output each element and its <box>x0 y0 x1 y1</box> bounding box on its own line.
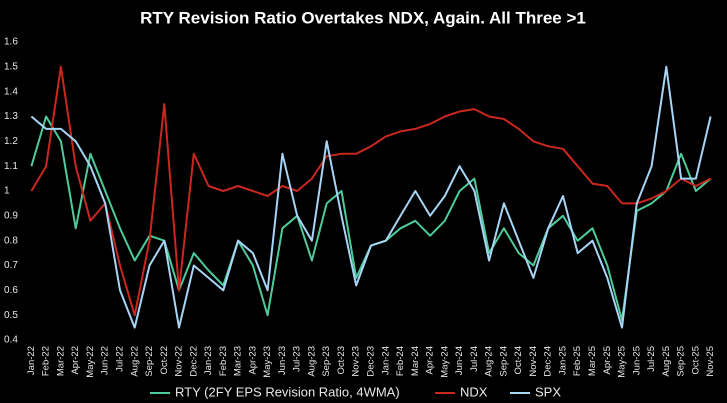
x-tick-label: Nov-25 <box>705 346 716 377</box>
y-tick-label: 0.8 <box>4 235 18 246</box>
x-tick-label: Apr-24 <box>425 346 436 375</box>
x-tick-label: Aug-22 <box>129 346 140 377</box>
x-tick-label: Jun-23 <box>277 346 288 375</box>
x-tick-label: Apr-22 <box>70 346 81 375</box>
x-tick-label: Jun-22 <box>100 346 111 375</box>
x-tick-label: Mar-25 <box>587 346 598 376</box>
legend-label: NDX <box>460 384 488 399</box>
y-tick-label: 0.9 <box>4 210 18 221</box>
x-tick-label: Sep-23 <box>321 346 332 377</box>
x-tick-label: Oct-24 <box>513 346 524 375</box>
x-tick-label: Jun-25 <box>631 346 642 375</box>
series-line <box>30 65 712 329</box>
chart-title: RTY Revision Ratio Overtakes NDX, Again.… <box>140 8 586 27</box>
x-tick-label: Oct-22 <box>159 346 170 375</box>
x-tick-label: Jan-23 <box>203 346 214 375</box>
x-tick-label: Apr-25 <box>602 346 613 375</box>
y-tick-label: 0.6 <box>4 285 18 296</box>
x-tick-label: Nov-23 <box>351 346 362 377</box>
x-tick-label: Jul-24 <box>469 346 480 372</box>
legend-label: SPX <box>535 384 561 399</box>
y-tick-label: 1.3 <box>4 111 18 122</box>
x-tick-label: Sep-25 <box>676 346 687 377</box>
x-tick-label: Feb-23 <box>218 346 229 376</box>
x-tick-label: Aug-23 <box>306 346 317 377</box>
y-tick-label: 1 <box>4 186 10 197</box>
x-tick-label: Sep-24 <box>498 346 509 377</box>
x-tick-label: Jul-22 <box>114 346 125 372</box>
x-tick-label: Aug-25 <box>661 346 672 377</box>
x-tick-label: May-24 <box>439 346 450 378</box>
x-tick-label: Nov-24 <box>528 346 539 377</box>
x-tick-label: May-23 <box>262 346 273 378</box>
x-tick-label: Feb-24 <box>395 346 406 376</box>
y-tick-label: 1.5 <box>4 61 18 72</box>
x-tick-label: Nov-22 <box>174 346 185 377</box>
legend-label: RTY (2FY EPS Revision Ratio, 4WMA) <box>175 384 400 399</box>
x-tick-label: Jan-25 <box>557 346 568 375</box>
x-tick-label: Jul-25 <box>646 346 657 372</box>
x-tick-label: Feb-22 <box>41 346 52 376</box>
x-tick-label: Aug-24 <box>484 346 495 377</box>
x-tick-label: Dec-22 <box>188 346 199 377</box>
x-tick-label: Mar-24 <box>410 346 421 376</box>
x-tick-label: May-22 <box>85 346 96 378</box>
y-tick-label: 0.5 <box>4 310 18 321</box>
x-tick-label: Oct-25 <box>690 346 701 375</box>
x-tick-label: Jan-24 <box>380 346 391 375</box>
x-tick-label: Dec-24 <box>543 346 554 377</box>
y-tick-label: 0.7 <box>4 260 18 271</box>
y-tick-label: 1.1 <box>4 161 18 172</box>
x-tick-label: Mar-23 <box>233 346 244 376</box>
x-tick-label: Mar-22 <box>55 346 66 376</box>
series-line <box>30 65 712 317</box>
x-tick-label: Apr-23 <box>247 346 258 375</box>
x-tick-label: Feb-25 <box>572 346 583 376</box>
x-tick-label: Sep-22 <box>144 346 155 377</box>
x-tick-label: Jan-22 <box>26 346 37 375</box>
x-tick-label: Jun-24 <box>454 346 465 375</box>
y-tick-label: 1.4 <box>4 86 18 97</box>
x-tick-label: May-25 <box>617 346 628 378</box>
x-tick-label: Dec-23 <box>366 346 377 377</box>
y-tick-label: 0.4 <box>4 335 18 346</box>
y-tick-label: 1.2 <box>4 136 18 147</box>
x-tick-label: Oct-23 <box>336 346 347 375</box>
y-tick-label: 1.6 <box>4 37 18 48</box>
x-tick-label: Jul-23 <box>292 346 303 372</box>
